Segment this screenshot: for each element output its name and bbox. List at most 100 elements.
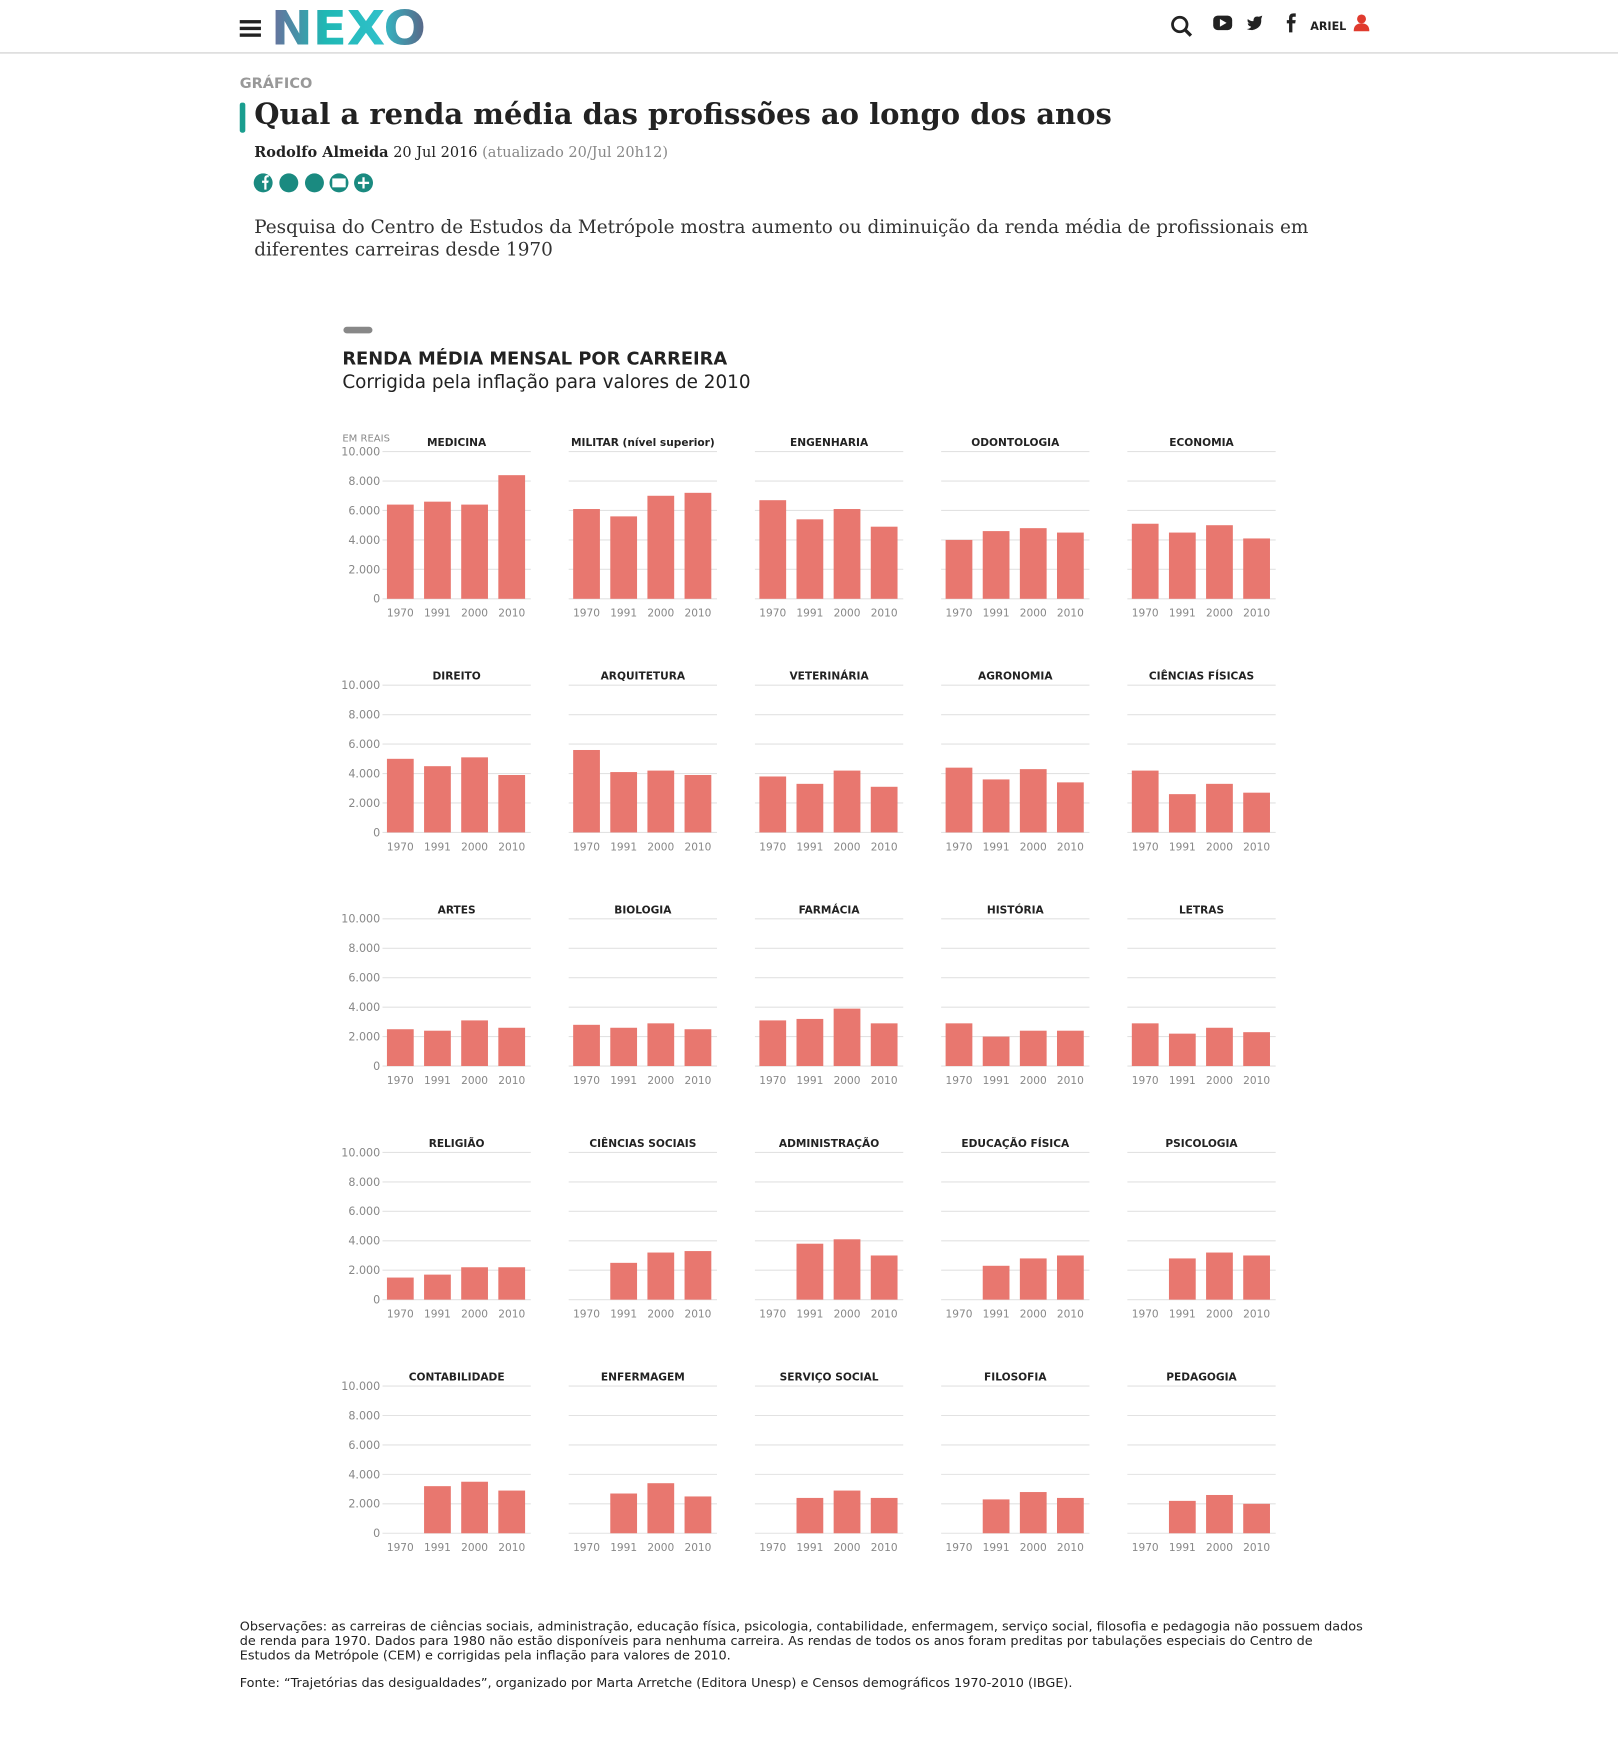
bar xyxy=(461,1481,488,1534)
bar xyxy=(1168,532,1196,599)
x-tick-label: 2010 xyxy=(871,1542,898,1554)
bar xyxy=(684,1496,712,1534)
x-tick-label: 2010 xyxy=(871,608,898,620)
bar xyxy=(1168,1033,1196,1067)
twitter-icon[interactable] xyxy=(1246,15,1263,31)
bar xyxy=(386,504,414,599)
bar xyxy=(647,770,675,833)
y-tick-label: 0 xyxy=(373,1060,380,1073)
x-tick-label: 1991 xyxy=(424,841,451,853)
bar xyxy=(647,1023,675,1067)
bar xyxy=(1056,532,1084,599)
bar xyxy=(498,475,526,599)
bar xyxy=(1243,1032,1270,1067)
user-name[interactable]: ARIEL xyxy=(1310,20,1346,33)
panel-title: MILITAR (nível superior) xyxy=(571,437,715,449)
x-tick-label: 1991 xyxy=(424,608,451,620)
panel-title: MEDICINA xyxy=(427,437,487,449)
x-tick-label: 2000 xyxy=(1020,608,1047,620)
bar xyxy=(1168,1500,1196,1534)
search-icon[interactable] xyxy=(1171,15,1193,37)
section-label: GRÁFICO xyxy=(239,75,313,93)
bar xyxy=(982,531,1010,599)
x-tick-label: 1970 xyxy=(946,1075,973,1087)
panel-title: ENFERMAGEM xyxy=(601,1371,685,1383)
x-tick-label: 2000 xyxy=(647,841,674,853)
bar xyxy=(759,500,787,599)
bar xyxy=(1206,1027,1233,1067)
y-tick-label: 6.000 xyxy=(348,738,380,751)
y-tick-label: 0 xyxy=(373,593,380,606)
x-tick-label: 2010 xyxy=(684,1075,711,1087)
y-tick-label: 8.000 xyxy=(348,1176,380,1189)
bar xyxy=(870,786,898,833)
bar xyxy=(1131,770,1159,833)
byline: Rodolfo Almeida 20 Jul 2016 (atualizado … xyxy=(254,145,668,162)
share-whatsapp[interactable] xyxy=(304,173,324,193)
logo[interactable]: NEXO xyxy=(271,3,426,56)
x-tick-label: 2010 xyxy=(498,841,525,853)
x-tick-label: 2000 xyxy=(1020,1542,1047,1554)
date: 20 Jul 2016 xyxy=(393,144,478,162)
panel-title: CIÊNCIAS FÍSICAS xyxy=(1149,670,1254,683)
share-facebook[interactable] xyxy=(253,173,273,193)
facebook-icon[interactable] xyxy=(1286,13,1296,33)
x-tick-label: 2010 xyxy=(1243,841,1270,853)
x-tick-label: 2000 xyxy=(1206,841,1233,853)
y-tick-label: 10.000 xyxy=(341,913,380,926)
bar xyxy=(461,504,488,599)
menu-button[interactable] xyxy=(239,20,261,37)
bar xyxy=(1243,1255,1270,1300)
x-tick-label: 2010 xyxy=(1057,1308,1084,1320)
bar xyxy=(796,1018,824,1067)
x-tick-label: 1991 xyxy=(1169,1308,1196,1320)
bar xyxy=(1243,792,1270,833)
panel-title: SERVIÇO SOCIAL xyxy=(780,1371,879,1383)
panel-title: ADMINISTRAÇÃO xyxy=(779,1137,879,1150)
x-tick-label: 1991 xyxy=(1169,841,1196,853)
bar xyxy=(386,1277,414,1300)
bar xyxy=(1243,538,1270,599)
x-tick-label: 1991 xyxy=(610,1075,637,1087)
bar xyxy=(1206,1494,1233,1534)
y-axis-label: EM REAIS xyxy=(342,434,390,445)
user-icon[interactable] xyxy=(1353,14,1370,32)
y-tick-label: 6.000 xyxy=(348,1205,380,1218)
youtube-icon[interactable] xyxy=(1213,15,1233,31)
y-tick-label: 0 xyxy=(373,826,380,839)
lede: Pesquisa do Centro de Estudos da Metrópo… xyxy=(254,216,1309,260)
bar xyxy=(833,770,861,833)
x-tick-label: 1970 xyxy=(759,841,786,853)
panel-title: ARQUITETURA xyxy=(601,671,686,683)
graphic-title: RENDA MÉDIA MENSAL POR CARREIRA xyxy=(342,348,727,370)
bar xyxy=(982,1499,1010,1534)
x-tick-label: 2000 xyxy=(1206,608,1233,620)
x-tick-label: 2010 xyxy=(871,841,898,853)
y-tick-label: 8.000 xyxy=(348,1409,380,1422)
bar xyxy=(833,1239,861,1300)
bar xyxy=(796,1243,824,1300)
panel-title: ARTES xyxy=(438,904,476,916)
x-tick-label: 1991 xyxy=(983,841,1010,853)
x-tick-label: 1970 xyxy=(759,608,786,620)
x-tick-label: 2000 xyxy=(1206,1542,1233,1554)
panel-title: CIÊNCIAS SOCIAIS xyxy=(589,1137,696,1150)
bar xyxy=(424,1274,451,1300)
x-tick-label: 1970 xyxy=(759,1542,786,1554)
x-tick-label: 2000 xyxy=(1020,1308,1047,1320)
share-twitter[interactable] xyxy=(279,173,299,193)
x-tick-label: 1991 xyxy=(424,1308,451,1320)
bar xyxy=(1131,1023,1159,1067)
y-tick-label: 8.000 xyxy=(348,475,380,488)
graphic-subtitle: Corrigida pela inflação para valores de … xyxy=(342,372,750,393)
x-tick-label: 1991 xyxy=(796,1075,823,1087)
x-tick-label: 2010 xyxy=(871,1308,898,1320)
bar xyxy=(498,775,526,833)
x-tick-label: 1970 xyxy=(1132,608,1159,620)
x-tick-label: 2000 xyxy=(1206,1075,1233,1087)
panel-title: PSICOLOGIA xyxy=(1165,1138,1238,1150)
author[interactable]: Rodolfo Almeida xyxy=(254,144,389,162)
panel-title: EDUCAÇÃO FÍSICA xyxy=(961,1137,1070,1150)
x-tick-label: 2010 xyxy=(1243,1308,1270,1320)
